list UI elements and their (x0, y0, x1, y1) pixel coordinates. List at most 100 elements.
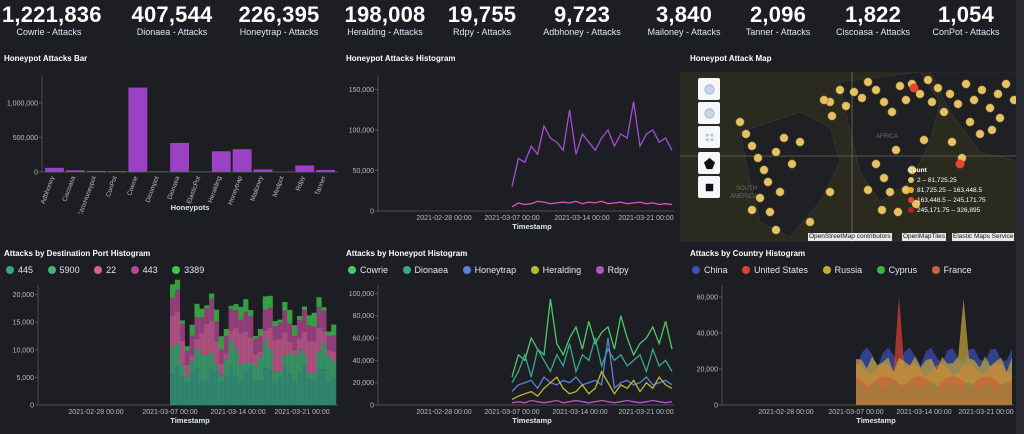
map-point (741, 129, 751, 139)
metric-tanner[interactable]: 2,096 Tanner - Attacks (738, 3, 818, 38)
area-segment (184, 364, 190, 377)
attack-map[interactable]: AFRICA SOUTH AMERICA Count 2 – 81,725.25 8… (680, 72, 1022, 242)
legend-item[interactable]: China (692, 265, 728, 275)
area-segment (257, 380, 264, 405)
area-segment (218, 349, 225, 364)
area-segment (282, 366, 288, 405)
grid-icon[interactable] (698, 126, 720, 148)
area-segment (199, 380, 205, 405)
y-tick-label: 0 (34, 170, 38, 177)
area-segment (248, 337, 254, 362)
metric-dionaea[interactable]: 407,544 Dionaea - Attacks (128, 3, 216, 38)
legend-item[interactable]: Rdpy (595, 265, 629, 275)
metric-ciscoasa[interactable]: 1,822 Ciscoasa - Attacks (828, 3, 918, 38)
circle-draw-icon[interactable] (698, 78, 720, 100)
area-segment (287, 374, 293, 405)
area-segment (189, 335, 195, 356)
area-segment (267, 370, 273, 405)
area-segment (204, 305, 210, 309)
map-point (879, 173, 889, 183)
honeypot-attacks-bar-chart[interactable]: 0 500,000 1,000,000 Adbhoney Ciscoasa CitrixH… (4, 54, 340, 214)
x-axis-title: Honeypots (171, 203, 210, 212)
legend-item[interactable]: Cyprus (876, 265, 917, 275)
map-point (771, 147, 781, 157)
area-segment (179, 364, 185, 377)
x-tick-label: 2021-02-28 00:00 (416, 215, 471, 222)
legend-item[interactable]: Heralding (530, 265, 581, 275)
x-axis-title: Timestamp (170, 416, 210, 425)
legend-item[interactable]: 3389 (172, 265, 204, 275)
square-icon[interactable] (698, 176, 720, 198)
metric-heralding[interactable]: 198,008 Heralding - Attacks (338, 3, 432, 38)
metric-label: Tanner - Attacks (745, 27, 811, 37)
circle-draw-icon[interactable] (698, 102, 720, 124)
series-line-honeytrap (511, 337, 673, 393)
attribution-openmaptiles[interactable]: OpenMapTiles (902, 233, 947, 241)
y-tick-label: 0 (370, 209, 374, 216)
metric-value: 9,723 (553, 2, 611, 27)
y-tick-label: 0 (714, 403, 718, 410)
area-segment (174, 279, 181, 290)
area-segment (311, 373, 317, 382)
metric-cowrie[interactable]: 1,221,836 Cowrie - Attacks (2, 2, 102, 38)
metric-mailoney[interactable]: 3,840 Mailoney - Attacks (636, 3, 732, 38)
area-segment (301, 306, 308, 311)
x-tick-label: Heralding (207, 175, 223, 204)
x-tick-label: 2021-03-21 00:00 (274, 409, 329, 416)
area-segment (301, 331, 308, 354)
attacks-by-honeypot-chart[interactable]: 0 20,000 40,000 60,000 80,000 100,000 2021-02-… (346, 249, 676, 433)
attribution-osm[interactable]: OpenStreetMap contributors (808, 233, 892, 241)
x-tick-label: 2021-03-07 00:00 (142, 409, 197, 416)
legend-item[interactable]: 443 (130, 265, 158, 275)
metric-value: 1,221,836 (2, 2, 102, 27)
destination-port-chart[interactable]: 0 5,000 10,000 15,000 20,000 2021-02-28 00:00… (4, 249, 340, 433)
area-segment (257, 356, 264, 381)
area-segment (170, 284, 176, 299)
legend-item[interactable]: 22 (94, 265, 116, 275)
polygon-icon[interactable] (698, 152, 720, 174)
map-point (891, 145, 901, 155)
area-segment (243, 299, 249, 312)
metric-rdpy[interactable]: 19,755 Rdpy - Attacks (442, 3, 522, 38)
x-tick-label: ElasticPot (186, 175, 203, 205)
metric-label: Dionaea - Attacks (136, 27, 208, 37)
area-segment (282, 301, 288, 311)
attacks-by-honeypot-panel: Attacks by Honeypot Histogram Cowrie Dio… (346, 249, 676, 433)
x-tick-label: Medpot (272, 175, 286, 198)
honeypot-attacks-histogram-chart[interactable]: 0 50,000 100,000 150,000 2021-02-28 00:00 202… (346, 54, 676, 234)
area-segment (311, 312, 317, 327)
area-segment (209, 367, 215, 405)
y-tick-label: 20,000 (697, 367, 719, 374)
attribution-ems[interactable]: Elastic Maps Service (952, 233, 1015, 241)
metric-honeytrap[interactable]: 226,395 Honeytrap - Attacks (232, 3, 326, 38)
area-segment (204, 308, 210, 324)
bar-ciscoasa (65, 170, 85, 172)
x-tick-label: 2021-03-14 00:00 (554, 215, 609, 222)
metric-conpot[interactable]: 1,054 ConPot - Attacks (924, 3, 1008, 38)
legend-item[interactable]: Cowrie (348, 265, 388, 275)
legend-item[interactable]: Russia (822, 265, 862, 275)
metric-label: Adbhoney - Attacks (543, 27, 621, 37)
legend-item[interactable]: France (931, 265, 972, 275)
map-point (747, 141, 757, 151)
map-point (961, 79, 971, 89)
legend-item[interactable]: United States (742, 265, 808, 275)
legend-item[interactable]: 445 (6, 265, 33, 275)
legend-item[interactable]: 5900 (47, 265, 80, 275)
x-axis-title: Timestamp (512, 416, 552, 425)
area-segment (316, 350, 322, 370)
map-point (771, 225, 781, 235)
attacks-by-country-chart[interactable]: 0 20,000 40,000 60,000 2021-02-28 00:00 2021-… (690, 249, 1016, 433)
metric-adbhoney[interactable]: 9,723 Adbhoney - Attacks (534, 3, 630, 38)
map-canvas[interactable]: AFRICA SOUTH AMERICA (680, 72, 1022, 242)
scrollbar[interactable] (1016, 0, 1024, 434)
area-segment (228, 366, 234, 405)
legend-dot-icon (692, 266, 700, 274)
area-segment (272, 382, 278, 405)
area-segment (184, 346, 190, 351)
legend-item[interactable]: Honeytrap (462, 265, 516, 275)
bar-conpot (107, 171, 127, 172)
legend-item[interactable]: Dionaea (402, 265, 448, 275)
series-line-0 (511, 101, 673, 187)
map-label: AFRICA (876, 134, 898, 140)
